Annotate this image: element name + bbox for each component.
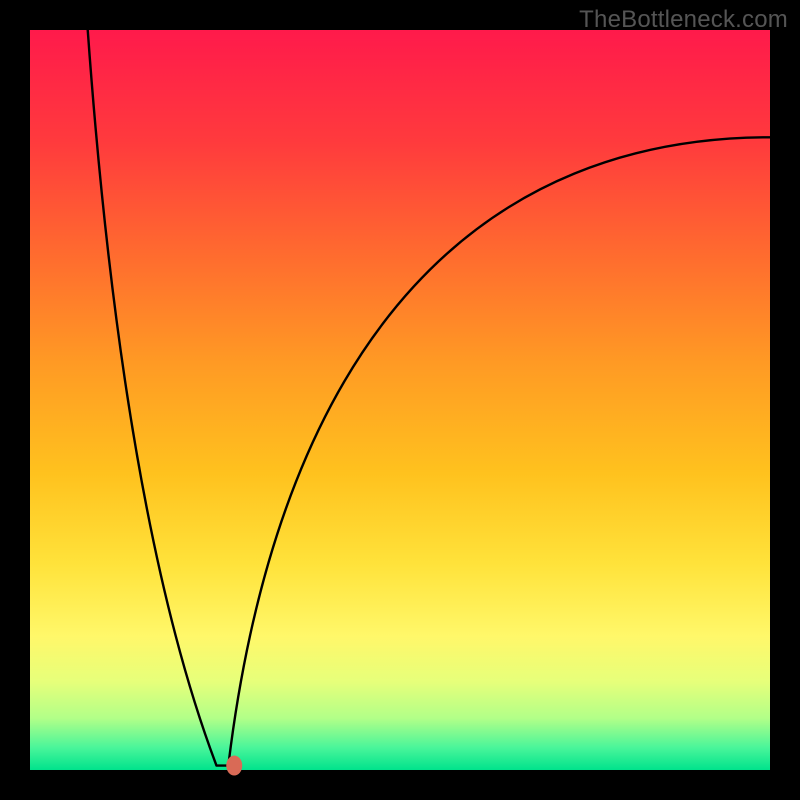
optimum-marker bbox=[226, 756, 242, 776]
plot-background bbox=[30, 30, 770, 770]
chart-svg bbox=[0, 0, 800, 800]
bottleneck-chart: TheBottleneck.com bbox=[0, 0, 800, 800]
